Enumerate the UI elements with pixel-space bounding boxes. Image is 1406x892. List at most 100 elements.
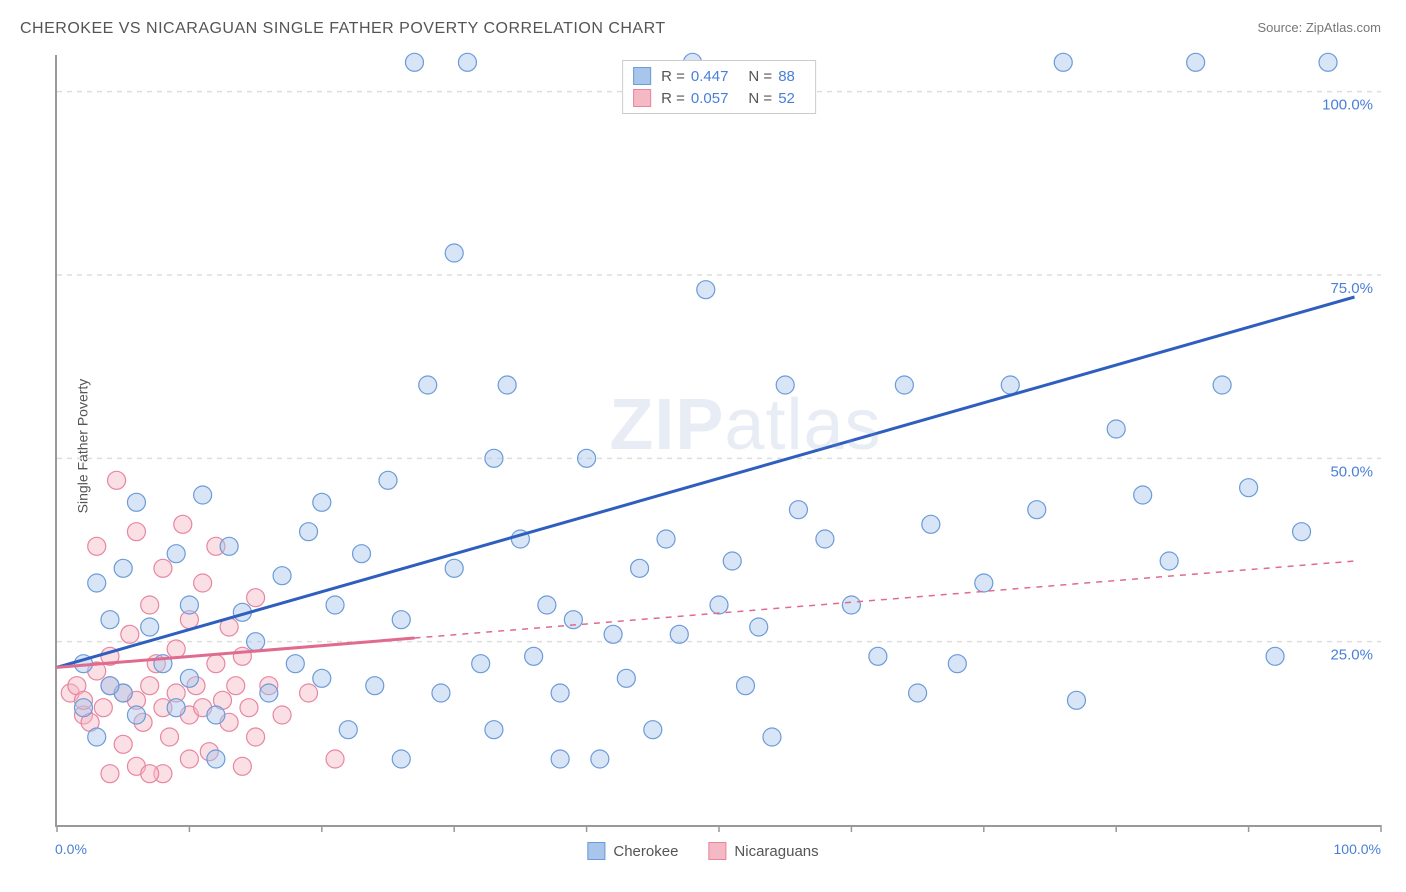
scatter-point xyxy=(789,501,807,519)
scatter-point xyxy=(419,376,437,394)
scatter-point xyxy=(247,589,265,607)
scatter-point xyxy=(1240,479,1258,497)
scatter-point xyxy=(591,750,609,768)
scatter-point xyxy=(326,596,344,614)
r-cherokee: 0.447 xyxy=(691,68,729,85)
scatter-point xyxy=(578,449,596,467)
scatter-point xyxy=(723,552,741,570)
scatter-point xyxy=(1067,691,1085,709)
scatter-point xyxy=(644,721,662,739)
scatter-point xyxy=(392,611,410,629)
scatter-point xyxy=(1028,501,1046,519)
scatter-point xyxy=(750,618,768,636)
scatter-point xyxy=(141,765,159,783)
scatter-point xyxy=(94,699,112,717)
scatter-point xyxy=(247,633,265,651)
scatter-point xyxy=(1266,647,1284,665)
scatter-point xyxy=(1293,523,1311,541)
scatter-point xyxy=(167,545,185,563)
scatter-point xyxy=(220,537,238,555)
stats-row-cherokee: R = 0.447 N = 88 xyxy=(633,65,805,87)
scatter-point xyxy=(167,699,185,717)
scatter-point xyxy=(180,669,198,687)
scatter-point xyxy=(121,625,139,643)
scatter-point xyxy=(207,706,225,724)
scatter-point xyxy=(472,655,490,673)
scatter-point xyxy=(485,449,503,467)
chart-container: CHEROKEE VS NICARAGUAN SINGLE FATHER POV… xyxy=(0,0,1406,892)
scatter-point xyxy=(551,750,569,768)
scatter-point xyxy=(405,53,423,71)
scatter-point xyxy=(551,684,569,702)
scatter-point xyxy=(697,281,715,299)
scatter-point xyxy=(240,699,258,717)
scatter-point xyxy=(207,750,225,768)
scatter-point xyxy=(922,515,940,533)
n-nicaraguans: 52 xyxy=(778,90,795,107)
x-axis-label-min: 0.0% xyxy=(55,841,87,857)
scatter-point xyxy=(167,640,185,658)
scatter-point xyxy=(273,706,291,724)
scatter-point xyxy=(233,757,251,775)
scatter-point xyxy=(763,728,781,746)
scatter-point xyxy=(101,677,119,695)
swatch-cherokee xyxy=(633,67,651,85)
scatter-point xyxy=(617,669,635,687)
scatter-point xyxy=(604,625,622,643)
svg-text:50.0%: 50.0% xyxy=(1330,463,1373,480)
chart-source: Source: ZipAtlas.com xyxy=(1257,20,1381,35)
legend-swatch-cherokee xyxy=(587,842,605,860)
scatter-point xyxy=(127,706,145,724)
trend-line-dashed xyxy=(414,561,1354,638)
legend-label-cherokee: Cherokee xyxy=(613,843,678,860)
scatter-point xyxy=(127,493,145,511)
scatter-point xyxy=(657,530,675,548)
scatter-point xyxy=(313,669,331,687)
scatter-point xyxy=(161,728,179,746)
scatter-point xyxy=(445,244,463,262)
scatter-point xyxy=(432,684,450,702)
scatter-point xyxy=(353,545,371,563)
scatter-point xyxy=(300,684,318,702)
legend-item-cherokee: Cherokee xyxy=(587,842,678,860)
scatter-point xyxy=(909,684,927,702)
scatter-point xyxy=(1213,376,1231,394)
scatter-point xyxy=(154,559,172,577)
scatter-point xyxy=(975,574,993,592)
chart-title: CHEROKEE VS NICARAGUAN SINGLE FATHER POV… xyxy=(20,20,666,38)
scatter-point xyxy=(776,376,794,394)
scatter-point xyxy=(869,647,887,665)
scatter-point xyxy=(88,574,106,592)
scatter-point xyxy=(233,647,251,665)
scatter-point xyxy=(286,655,304,673)
scatter-point xyxy=(114,735,132,753)
bottom-legend: Cherokee Nicaraguans xyxy=(587,842,818,860)
scatter-point xyxy=(88,728,106,746)
scatter-point xyxy=(1134,486,1152,504)
scatter-point xyxy=(101,765,119,783)
scatter-point xyxy=(485,721,503,739)
scatter-point xyxy=(273,567,291,585)
scatter-point xyxy=(1054,53,1072,71)
scatter-point xyxy=(564,611,582,629)
scatter-point xyxy=(180,750,198,768)
scatter-point xyxy=(392,750,410,768)
svg-text:100.0%: 100.0% xyxy=(1322,97,1373,114)
plot-area: ZIPatlas R = 0.447 N = 88 R = 0.057 N = … xyxy=(55,55,1381,827)
scatter-point xyxy=(300,523,318,541)
scatter-point xyxy=(108,471,126,489)
legend-item-nicaraguans: Nicaraguans xyxy=(708,842,818,860)
scatter-point xyxy=(1187,53,1205,71)
scatter-point xyxy=(458,53,476,71)
scatter-point xyxy=(1001,376,1019,394)
stats-legend: R = 0.447 N = 88 R = 0.057 N = 52 xyxy=(622,60,816,114)
scatter-point xyxy=(127,523,145,541)
scatter-point xyxy=(326,750,344,768)
legend-swatch-nicaraguans xyxy=(708,842,726,860)
scatter-point xyxy=(339,721,357,739)
n-cherokee: 88 xyxy=(778,68,795,85)
scatter-point xyxy=(379,471,397,489)
scatter-point xyxy=(525,647,543,665)
scatter-point xyxy=(207,655,225,673)
stats-row-nicaraguans: R = 0.057 N = 52 xyxy=(633,87,805,109)
